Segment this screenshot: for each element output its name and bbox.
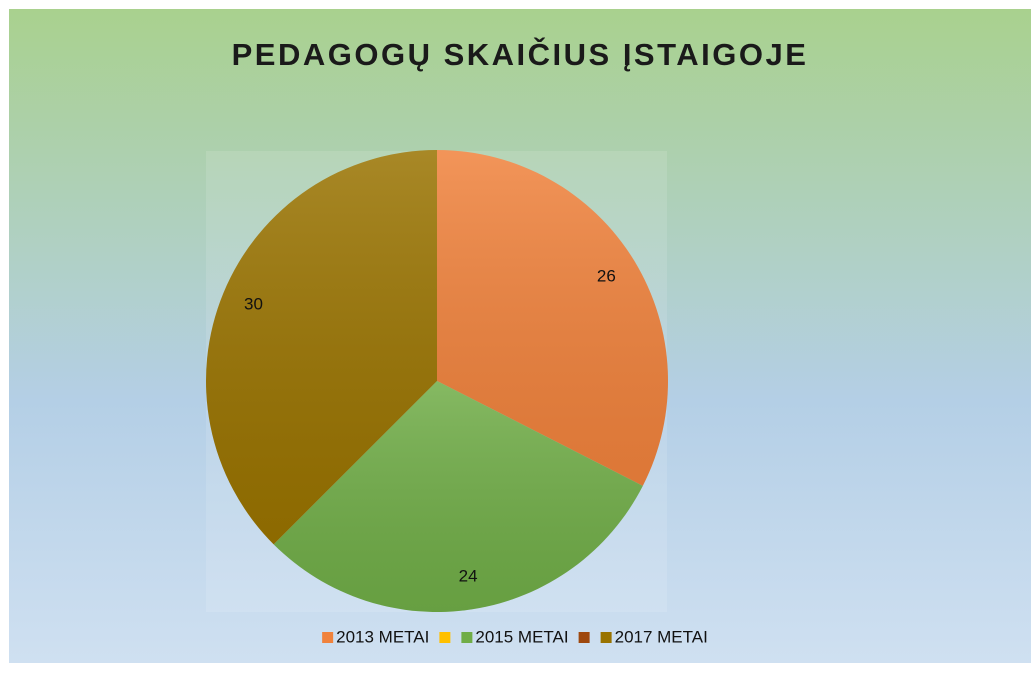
data-label: 26: [597, 267, 616, 286]
legend-label: 2017 METAI: [615, 627, 708, 646]
legend-swatch: [600, 632, 612, 643]
legend-swatch: [439, 632, 451, 643]
chart-title: PEDAGOGŲ SKAIČIUS ĮSTAIGOJE: [232, 36, 809, 72]
legend-swatch: [578, 632, 590, 643]
legend-swatch: [322, 632, 334, 643]
legend-label: 2013 METAI: [336, 627, 429, 646]
data-label: 24: [459, 567, 478, 586]
data-label: 30: [244, 294, 263, 313]
slice-shade: [437, 150, 668, 486]
slice-shade: [205, 150, 437, 545]
legend-swatch: [461, 632, 473, 643]
slice-shade: [273, 381, 643, 612]
legend-label: 2015 METAI: [475, 627, 568, 646]
